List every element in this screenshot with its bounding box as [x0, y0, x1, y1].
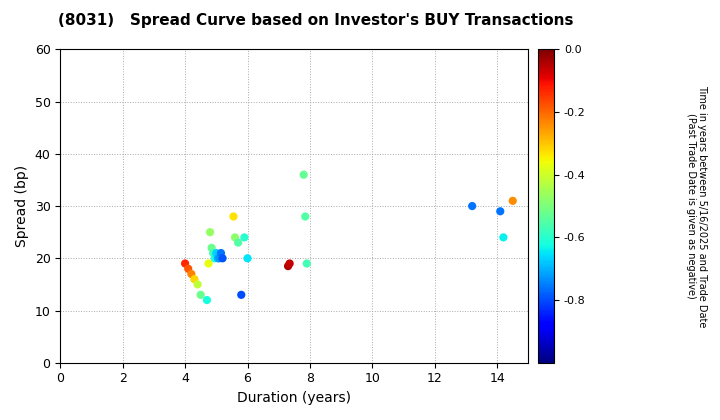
Point: [507, 197, 518, 204]
Point: [189, 276, 200, 283]
Point: [300, 213, 311, 220]
Point: [467, 203, 478, 210]
Point: [179, 260, 191, 267]
Text: (8031)   Spread Curve based on Investor's BUY Transactions: (8031) Spread Curve based on Investor's …: [58, 13, 573, 28]
Point: [207, 250, 219, 257]
Point: [182, 265, 194, 272]
Point: [498, 234, 509, 241]
Point: [495, 208, 506, 215]
Point: [201, 297, 212, 303]
Point: [217, 255, 228, 262]
Point: [284, 260, 295, 267]
Point: [186, 270, 197, 277]
Point: [301, 260, 312, 267]
Point: [229, 234, 240, 241]
Point: [298, 171, 310, 178]
X-axis label: Duration (years): Duration (years): [238, 391, 351, 405]
Point: [203, 260, 215, 267]
Point: [214, 255, 225, 262]
Point: [238, 234, 250, 241]
Point: [195, 291, 207, 298]
Point: [204, 229, 216, 236]
Y-axis label: Spread (bp): Spread (bp): [15, 165, 29, 247]
Point: [210, 250, 222, 257]
Y-axis label: Time in years between 5/16/2025 and Trade Date
(Past Trade Date is given as nega: Time in years between 5/16/2025 and Trad…: [685, 85, 707, 327]
Point: [233, 239, 244, 246]
Point: [212, 255, 224, 262]
Point: [228, 213, 239, 220]
Point: [192, 281, 203, 288]
Point: [206, 244, 217, 251]
Point: [282, 263, 294, 270]
Point: [215, 250, 227, 257]
Point: [209, 255, 220, 262]
Point: [242, 255, 253, 262]
Point: [235, 291, 247, 298]
